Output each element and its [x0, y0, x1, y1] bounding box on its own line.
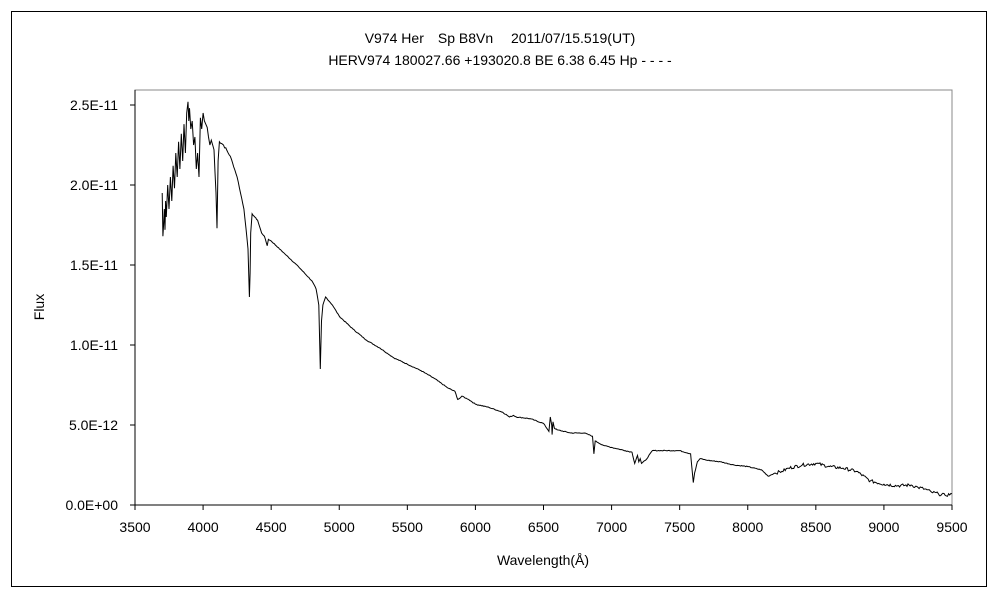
x-tick-label: 4500 — [256, 519, 287, 535]
y-axis-label: Flux — [31, 294, 47, 320]
x-tick-label: 7500 — [664, 519, 695, 535]
x-tick-label: 6000 — [460, 519, 491, 535]
y-ticks: 0.0E+00 5.0E-12 1.0E-11 1.5E-11 2.0E-11 2.5E-… — [65, 97, 135, 513]
chart-subtitle: HERV974 180027.66 +193020.8 BE 6.38 6.45… — [328, 52, 672, 68]
x-tick-label: 9000 — [868, 519, 899, 535]
x-axis-label: Wavelength(Å) — [497, 552, 589, 568]
x-tick-label: 8000 — [732, 519, 763, 535]
spectrum-line — [161, 101, 953, 497]
y-tick-label: 5.0E-12 — [69, 417, 118, 433]
x-tick-label: 5000 — [324, 519, 355, 535]
x-tick-label: 9500 — [936, 519, 967, 535]
x-ticks: 3500 4000 4500 5000 5500 6000 6500 7000 7500 8000… — [119, 505, 968, 535]
chart-frame — [11, 11, 987, 587]
chart-title: V974 Her Sp B8Vn 2011/07/15.519(UT) — [364, 30, 636, 46]
y-tick-label: 2.0E-11 — [70, 177, 118, 193]
x-tick-label: 8500 — [800, 519, 831, 535]
x-tick-label: 7000 — [596, 519, 627, 535]
x-tick-label: 5500 — [392, 519, 423, 535]
y-tick-label: 1.5E-11 — [70, 257, 118, 273]
x-tick-label: 4000 — [188, 519, 219, 535]
x-tick-label: 3500 — [119, 519, 150, 535]
y-tick-label: 1.0E-11 — [70, 337, 118, 353]
plot-area — [134, 89, 953, 506]
y-tick-label: 0.0E+00 — [65, 497, 118, 513]
y-tick-label: 2.5E-11 — [70, 97, 118, 113]
x-tick-label: 6500 — [528, 519, 559, 535]
